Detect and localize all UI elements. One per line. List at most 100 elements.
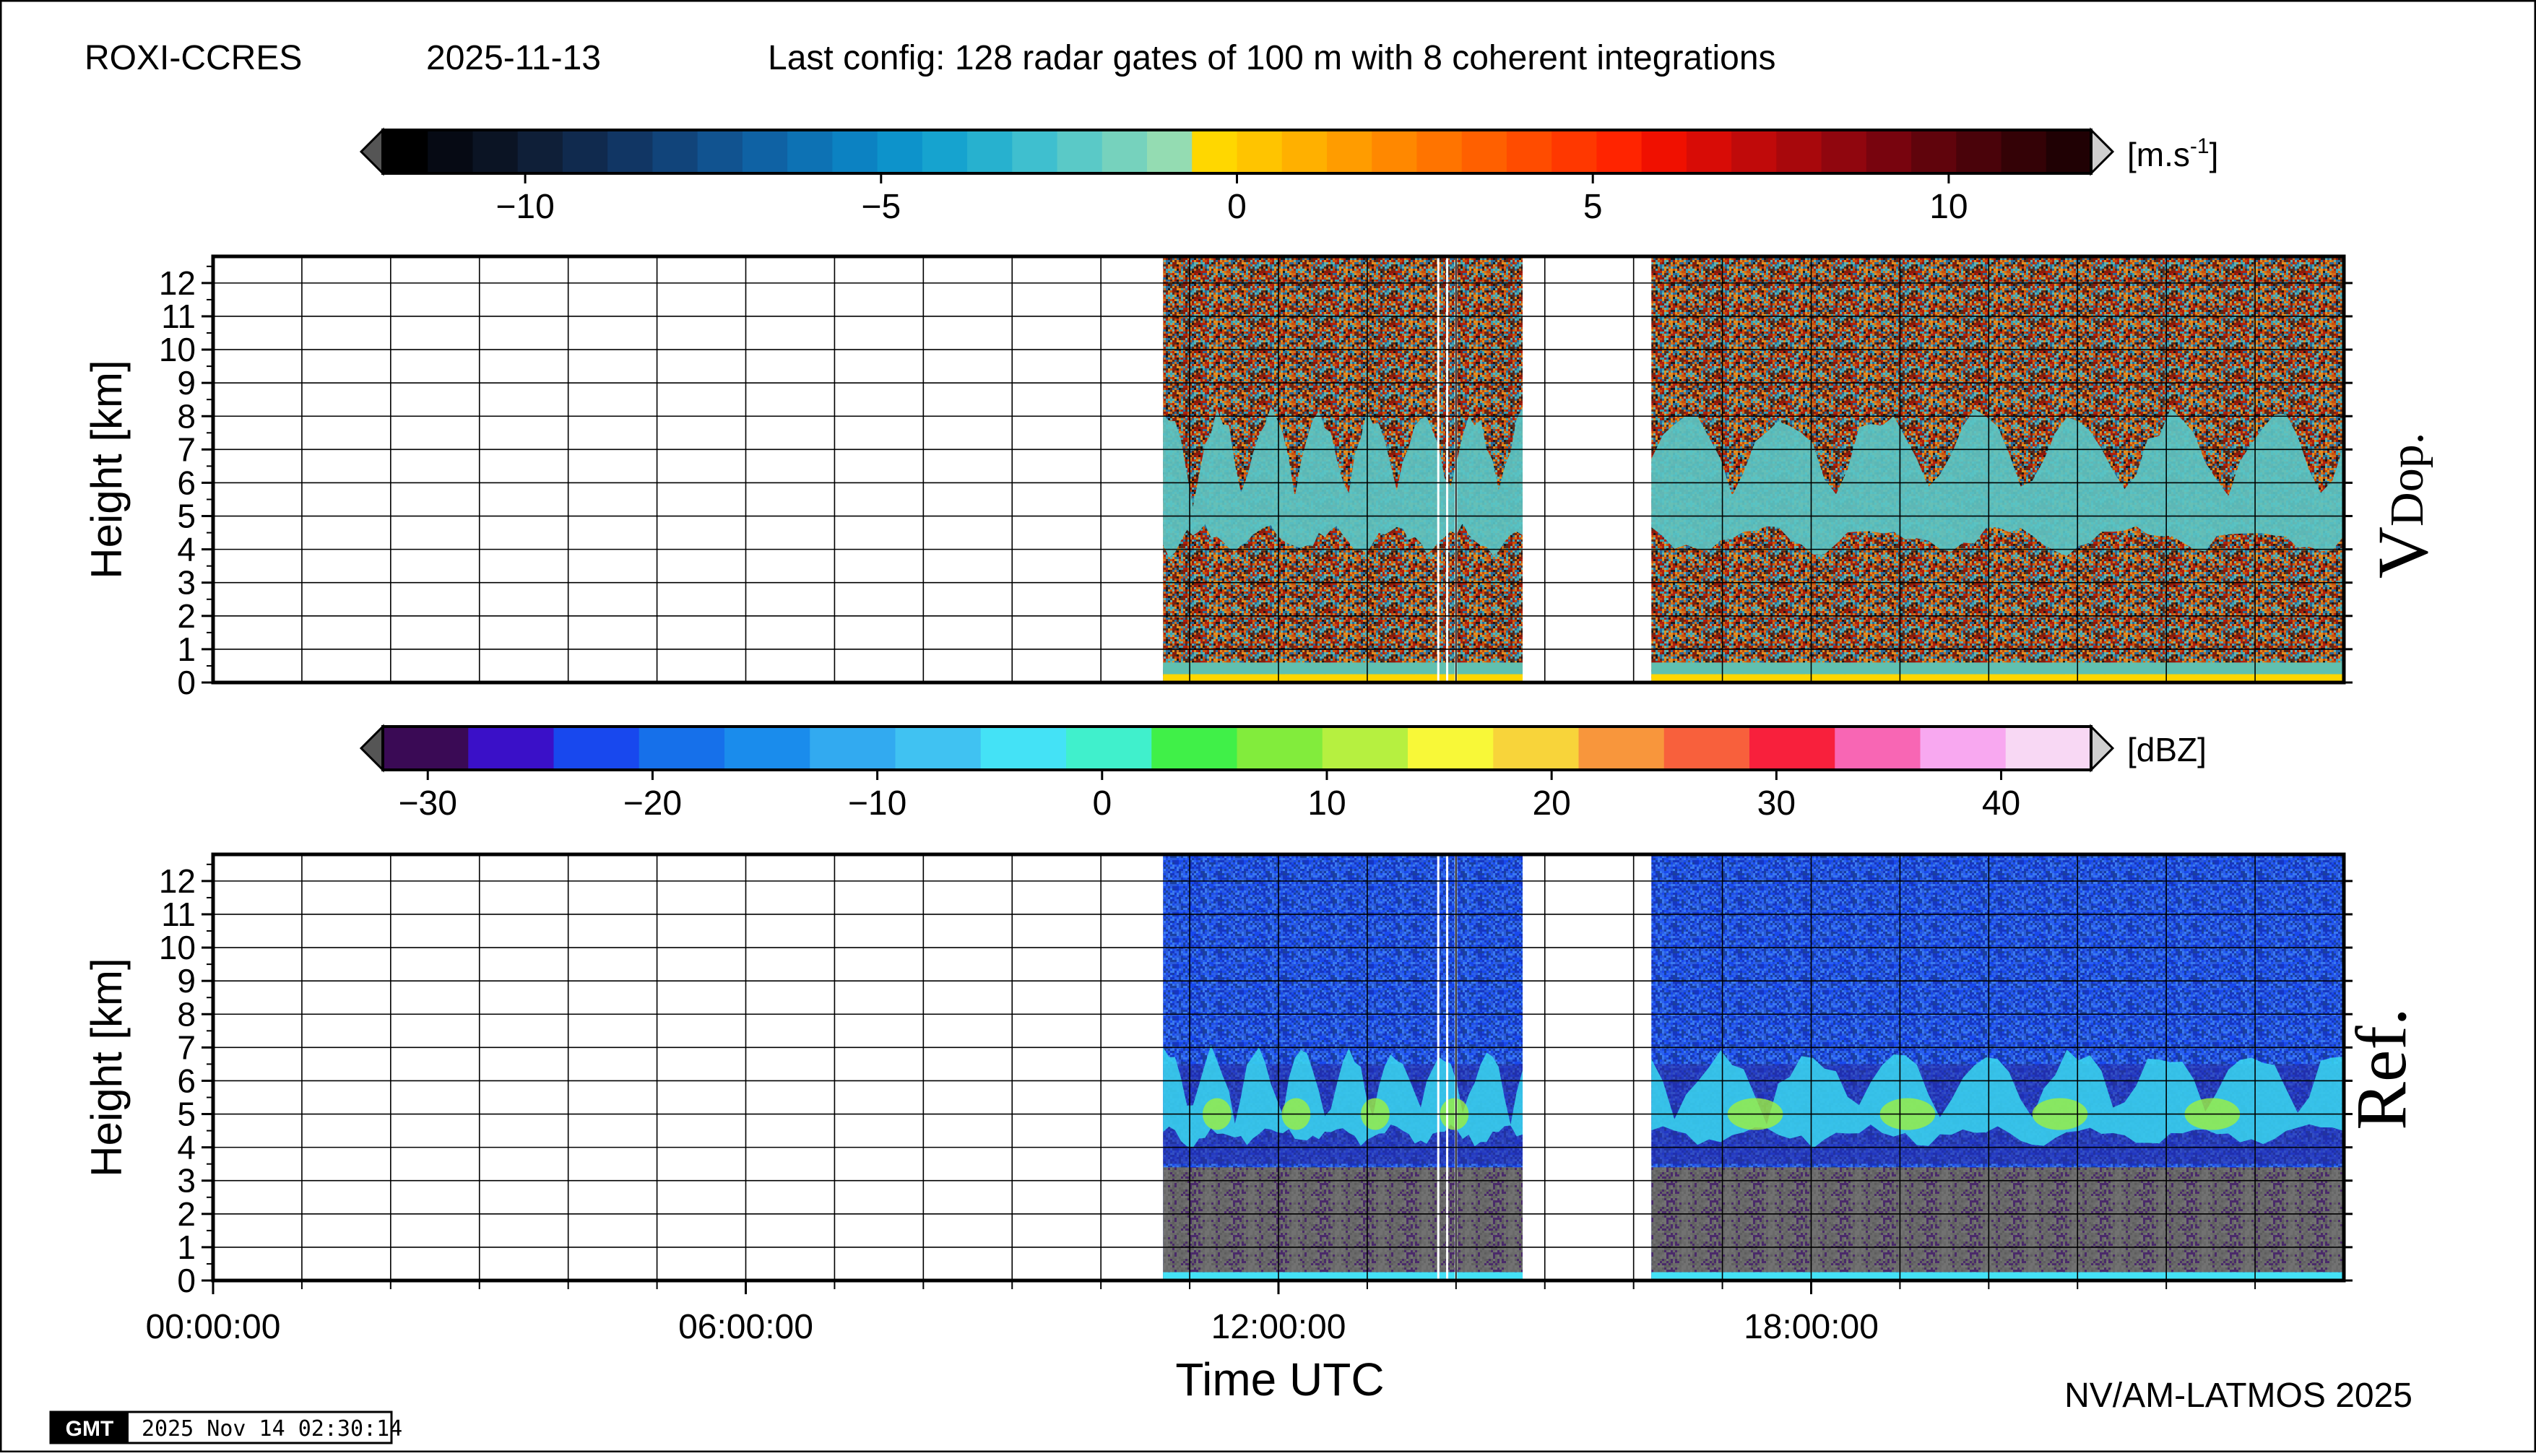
reflectivity-surface-band	[1651, 1272, 2344, 1280]
timestamp-text: 2025 Nov 14 02:30:14	[142, 1416, 402, 1442]
colorbar-tick-label: 0	[1092, 784, 1112, 823]
colorbar-cell	[1012, 130, 1058, 173]
colorbar-tick-label: −5	[861, 188, 901, 226]
y-tick-label: 1	[177, 630, 196, 668]
colorbar-cell	[895, 727, 982, 770]
y-tick-label: 3	[177, 564, 196, 602]
colorbar-cell	[1835, 727, 1921, 770]
y-tick-label: 0	[177, 1262, 196, 1299]
reflectivity-colorbar-ticks: −30 −20 −10 0 10 20 30 40	[399, 770, 2020, 823]
y-tick-label: 9	[177, 962, 196, 1000]
reflectivity-surface-band	[1163, 1272, 1523, 1280]
colorbar-cell	[1461, 130, 1507, 173]
velocity-colorbar-cells	[383, 130, 2092, 173]
colorbar-cell	[980, 727, 1067, 770]
velocity-near-surface-band	[1651, 662, 2344, 675]
y-tick-label: 10	[159, 929, 196, 966]
velocity-colorbar: −10 −5 0 5 10 [m.s-1]	[359, 127, 2218, 226]
colorbar-tick-label: 20	[1532, 784, 1570, 823]
colorbar-cell	[1731, 130, 1777, 173]
x-tick-label: 18:00:00	[1744, 1308, 1879, 1346]
colorbar-cell	[877, 130, 923, 173]
y-tick-label: 4	[177, 1129, 196, 1166]
colorbar-cell	[1408, 727, 1494, 770]
y-tick-label: 8	[177, 397, 196, 435]
y-tick-label: 10	[159, 331, 196, 368]
colorbar-cell	[1596, 130, 1643, 173]
colorbar-cell	[2001, 130, 2047, 173]
reflectivity-colorbar-cells	[383, 727, 2092, 770]
y-tick-label: 5	[177, 1096, 196, 1133]
reflectivity-clutter	[1651, 1167, 2344, 1280]
colorbar-cell	[553, 727, 640, 770]
colorbar-cell	[517, 130, 563, 173]
colorbar-cell	[1151, 727, 1238, 770]
date-label: 2025-11-13	[426, 39, 601, 77]
colorbar-cell	[1552, 130, 1597, 173]
x-axis-label: Time UTC	[1175, 1353, 1384, 1405]
reflectivity-clutter	[1163, 1167, 1523, 1280]
colorbar-cell	[1641, 130, 1687, 173]
colorbar-cell	[1372, 130, 1418, 173]
y-tick-label: 4	[177, 531, 196, 568]
colorbar-border	[381, 725, 2093, 771]
colorbar-tick-label: 5	[1583, 188, 1603, 226]
colorbar-tick-label: 40	[1982, 784, 2020, 823]
colorbar-tick-label: −20	[623, 784, 682, 823]
colorbar-cell	[2046, 130, 2092, 173]
colorbar-cell	[724, 727, 810, 770]
colorbar-cell	[787, 130, 833, 173]
colorbar-tick-label: −10	[848, 784, 906, 823]
credit-label: NV/AM-LATMOS 2025	[2064, 1377, 2412, 1415]
y-tick-label: 11	[161, 896, 196, 933]
colorbar-cell	[1322, 727, 1408, 770]
reflectivity-panel-label: Ref.	[2341, 1008, 2421, 1130]
colorbar-cell	[697, 130, 743, 173]
y-tick-label: 6	[177, 464, 196, 501]
y-tick-label: 12	[159, 264, 196, 302]
colorbar-cell	[1237, 130, 1283, 173]
y-tick-label: 6	[177, 1062, 196, 1099]
y-tick-label: 2	[177, 597, 196, 635]
colorbar-cell	[2005, 727, 2092, 770]
velocity-near-surface-band	[1163, 662, 1523, 675]
colorbar-cell	[1493, 727, 1580, 770]
colorbar-cell	[810, 727, 896, 770]
y-tick-label: 7	[177, 430, 196, 468]
colorbar-cell	[1663, 727, 1750, 770]
colorbar-cell	[428, 130, 474, 173]
colorbar-cell	[1237, 727, 1323, 770]
y-tick-label: 7	[177, 1028, 196, 1066]
colorbar-cell	[1920, 727, 2007, 770]
x-tick-label: 06:00:00	[678, 1308, 813, 1346]
y-tick-label: 3	[177, 1162, 196, 1200]
reflectivity-unit: [dBZ]	[2127, 731, 2207, 768]
colorbar-cell	[607, 130, 654, 173]
velocity-y-axis-label: Height [km]	[82, 360, 131, 578]
colorbar-cell	[1956, 130, 2002, 173]
velocity-axes-frame	[211, 254, 2346, 685]
reflectivity-y-axis-label: Height [km]	[82, 958, 131, 1176]
y-tick-label: 11	[161, 298, 196, 335]
colorbar-cell	[1102, 130, 1148, 173]
gmt-stamp: GMT 2025 Nov 14 02:30:14	[49, 1410, 402, 1444]
colorbar-cell	[1326, 130, 1372, 173]
velocity-surface-band	[1163, 674, 1523, 682]
colorbar-cell	[639, 727, 725, 770]
colorbar-cell	[1057, 130, 1103, 173]
gmt-logo	[51, 1412, 129, 1443]
velocity-surface-band	[1651, 674, 2344, 682]
velocity-panel-label: VDop.	[2363, 433, 2443, 578]
colorbar-tick-label: 0	[1227, 188, 1247, 226]
y-tick-label: 2	[177, 1195, 196, 1233]
x-tick-label: 00:00:00	[146, 1308, 281, 1346]
colorbar-cell	[1066, 727, 1152, 770]
colorbar-cell	[832, 130, 878, 173]
colorbar-cell	[1749, 727, 1835, 770]
reflectivity-colorbar: −30 −20 −10 0 10 20 30 40 [dBZ]	[359, 724, 2207, 823]
colorbar-cell	[383, 727, 469, 770]
colorbar-cell	[1686, 130, 1732, 173]
